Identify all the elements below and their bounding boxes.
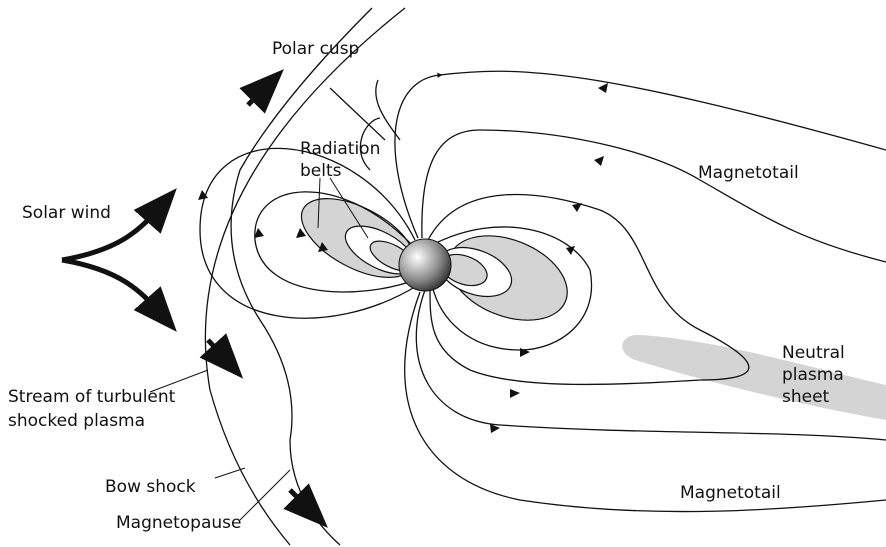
label: plasma [782, 365, 844, 385]
plasma-sheet [622, 334, 886, 420]
label: Magnetopause [116, 513, 241, 533]
label: Polar cusp [272, 39, 359, 59]
label: Solar wind [22, 203, 111, 223]
label: shocked plasma [8, 411, 145, 431]
label: belts [300, 161, 342, 181]
label: Bow shock [105, 477, 196, 497]
label: Magnetotail [698, 163, 799, 183]
label: Stream of turbulent [8, 387, 176, 407]
label: Magnetotail [680, 483, 781, 503]
radiation-belts [300, 198, 568, 321]
label: Radiation [300, 139, 380, 159]
leader-lines [149, 177, 369, 521]
arrowheads [198, 83, 608, 433]
earth [398, 238, 452, 292]
flow-arrows [61, 69, 328, 528]
label: sheet [782, 387, 830, 407]
label: Neutral [782, 343, 845, 363]
